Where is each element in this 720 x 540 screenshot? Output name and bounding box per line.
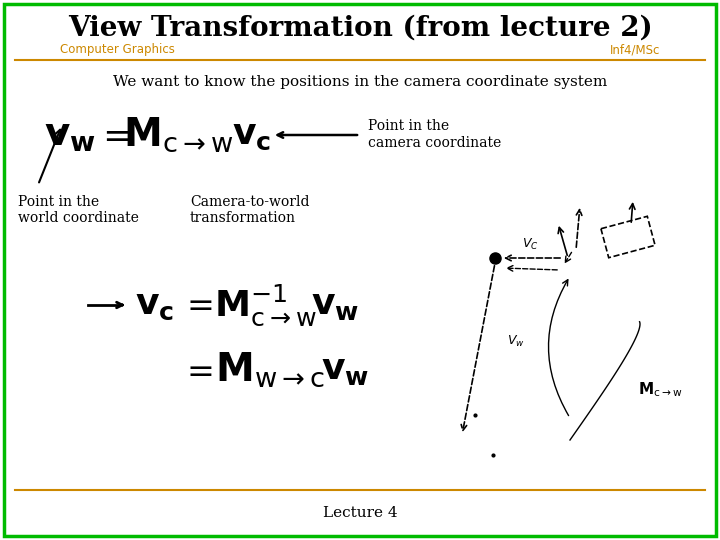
Text: $\mathbf{v}_\mathbf{c}$: $\mathbf{v}_\mathbf{c}$ [233, 118, 271, 152]
Polygon shape [601, 217, 655, 258]
Text: $=$: $=$ [179, 354, 212, 387]
Text: $\mathbf{M}_{\mathrm{w}\to\mathrm{c}}$: $\mathbf{M}_{\mathrm{w}\to\mathrm{c}}$ [215, 350, 325, 389]
Text: $\mathbf{M}_{\mathrm{c}\to\mathrm{w}}$: $\mathbf{M}_{\mathrm{c}\to\mathrm{w}}$ [638, 381, 683, 400]
Text: Computer Graphics: Computer Graphics [60, 44, 175, 57]
Text: Lecture 4: Lecture 4 [323, 506, 397, 520]
Text: $\mathbf{v}_\mathbf{w}$: $\mathbf{v}_\mathbf{w}$ [44, 116, 96, 154]
Text: transformation: transformation [190, 211, 296, 225]
Text: View Transformation (from lecture 2): View Transformation (from lecture 2) [68, 15, 652, 42]
Text: Inf4/MSc: Inf4/MSc [610, 44, 660, 57]
Text: Point in the: Point in the [368, 119, 449, 133]
Text: $\mathbf{v}_\mathbf{c}$: $\mathbf{v}_\mathbf{c}$ [135, 288, 175, 322]
Text: Camera-to-world: Camera-to-world [190, 195, 310, 209]
Text: $=$: $=$ [95, 118, 131, 152]
Text: $\mathbf{M}_{\mathrm{c}\to\mathrm{w}}^{-1}$: $\mathbf{M}_{\mathrm{c}\to\mathrm{w}}^{-… [214, 282, 316, 328]
Text: $=$: $=$ [179, 288, 212, 321]
Text: camera coordinate: camera coordinate [368, 136, 501, 150]
Text: $\mathbf{M}_{\mathrm{c}\to\mathrm{w}}$: $\mathbf{M}_{\mathrm{c}\to\mathrm{w}}$ [122, 116, 233, 154]
Text: $V_w$: $V_w$ [507, 334, 525, 349]
Text: $V_C$: $V_C$ [522, 237, 539, 252]
Text: world coordinate: world coordinate [18, 211, 139, 225]
Text: $\mathbf{v}_\mathbf{w}$: $\mathbf{v}_\mathbf{w}$ [321, 353, 369, 387]
Text: Point in the: Point in the [18, 195, 99, 209]
Text: We want to know the positions in the camera coordinate system: We want to know the positions in the cam… [113, 75, 607, 89]
Text: $\mathbf{v}_\mathbf{w}$: $\mathbf{v}_\mathbf{w}$ [311, 288, 359, 322]
